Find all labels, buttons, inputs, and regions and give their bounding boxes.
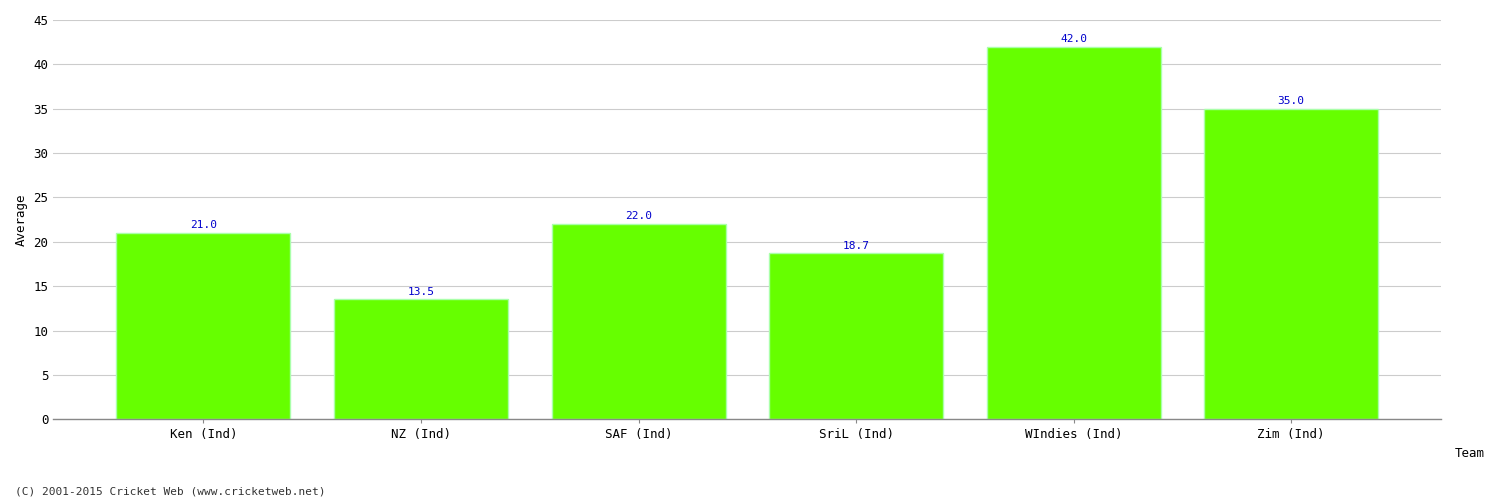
Text: 22.0: 22.0	[626, 212, 652, 222]
Bar	[770, 254, 944, 419]
Text: Team: Team	[1455, 447, 1485, 460]
Bar	[987, 46, 1161, 419]
Bar	[334, 300, 508, 419]
Text: 18.7: 18.7	[843, 240, 870, 250]
Text: 13.5: 13.5	[408, 287, 435, 297]
Text: 35.0: 35.0	[1278, 96, 1305, 106]
Bar	[552, 224, 726, 419]
Y-axis label: Average: Average	[15, 194, 28, 246]
Text: (C) 2001-2015 Cricket Web (www.cricketweb.net): (C) 2001-2015 Cricket Web (www.cricketwe…	[15, 487, 326, 497]
Text: 42.0: 42.0	[1060, 34, 1088, 44]
Bar	[1204, 108, 1378, 419]
Text: 21.0: 21.0	[190, 220, 217, 230]
Bar	[117, 233, 291, 419]
